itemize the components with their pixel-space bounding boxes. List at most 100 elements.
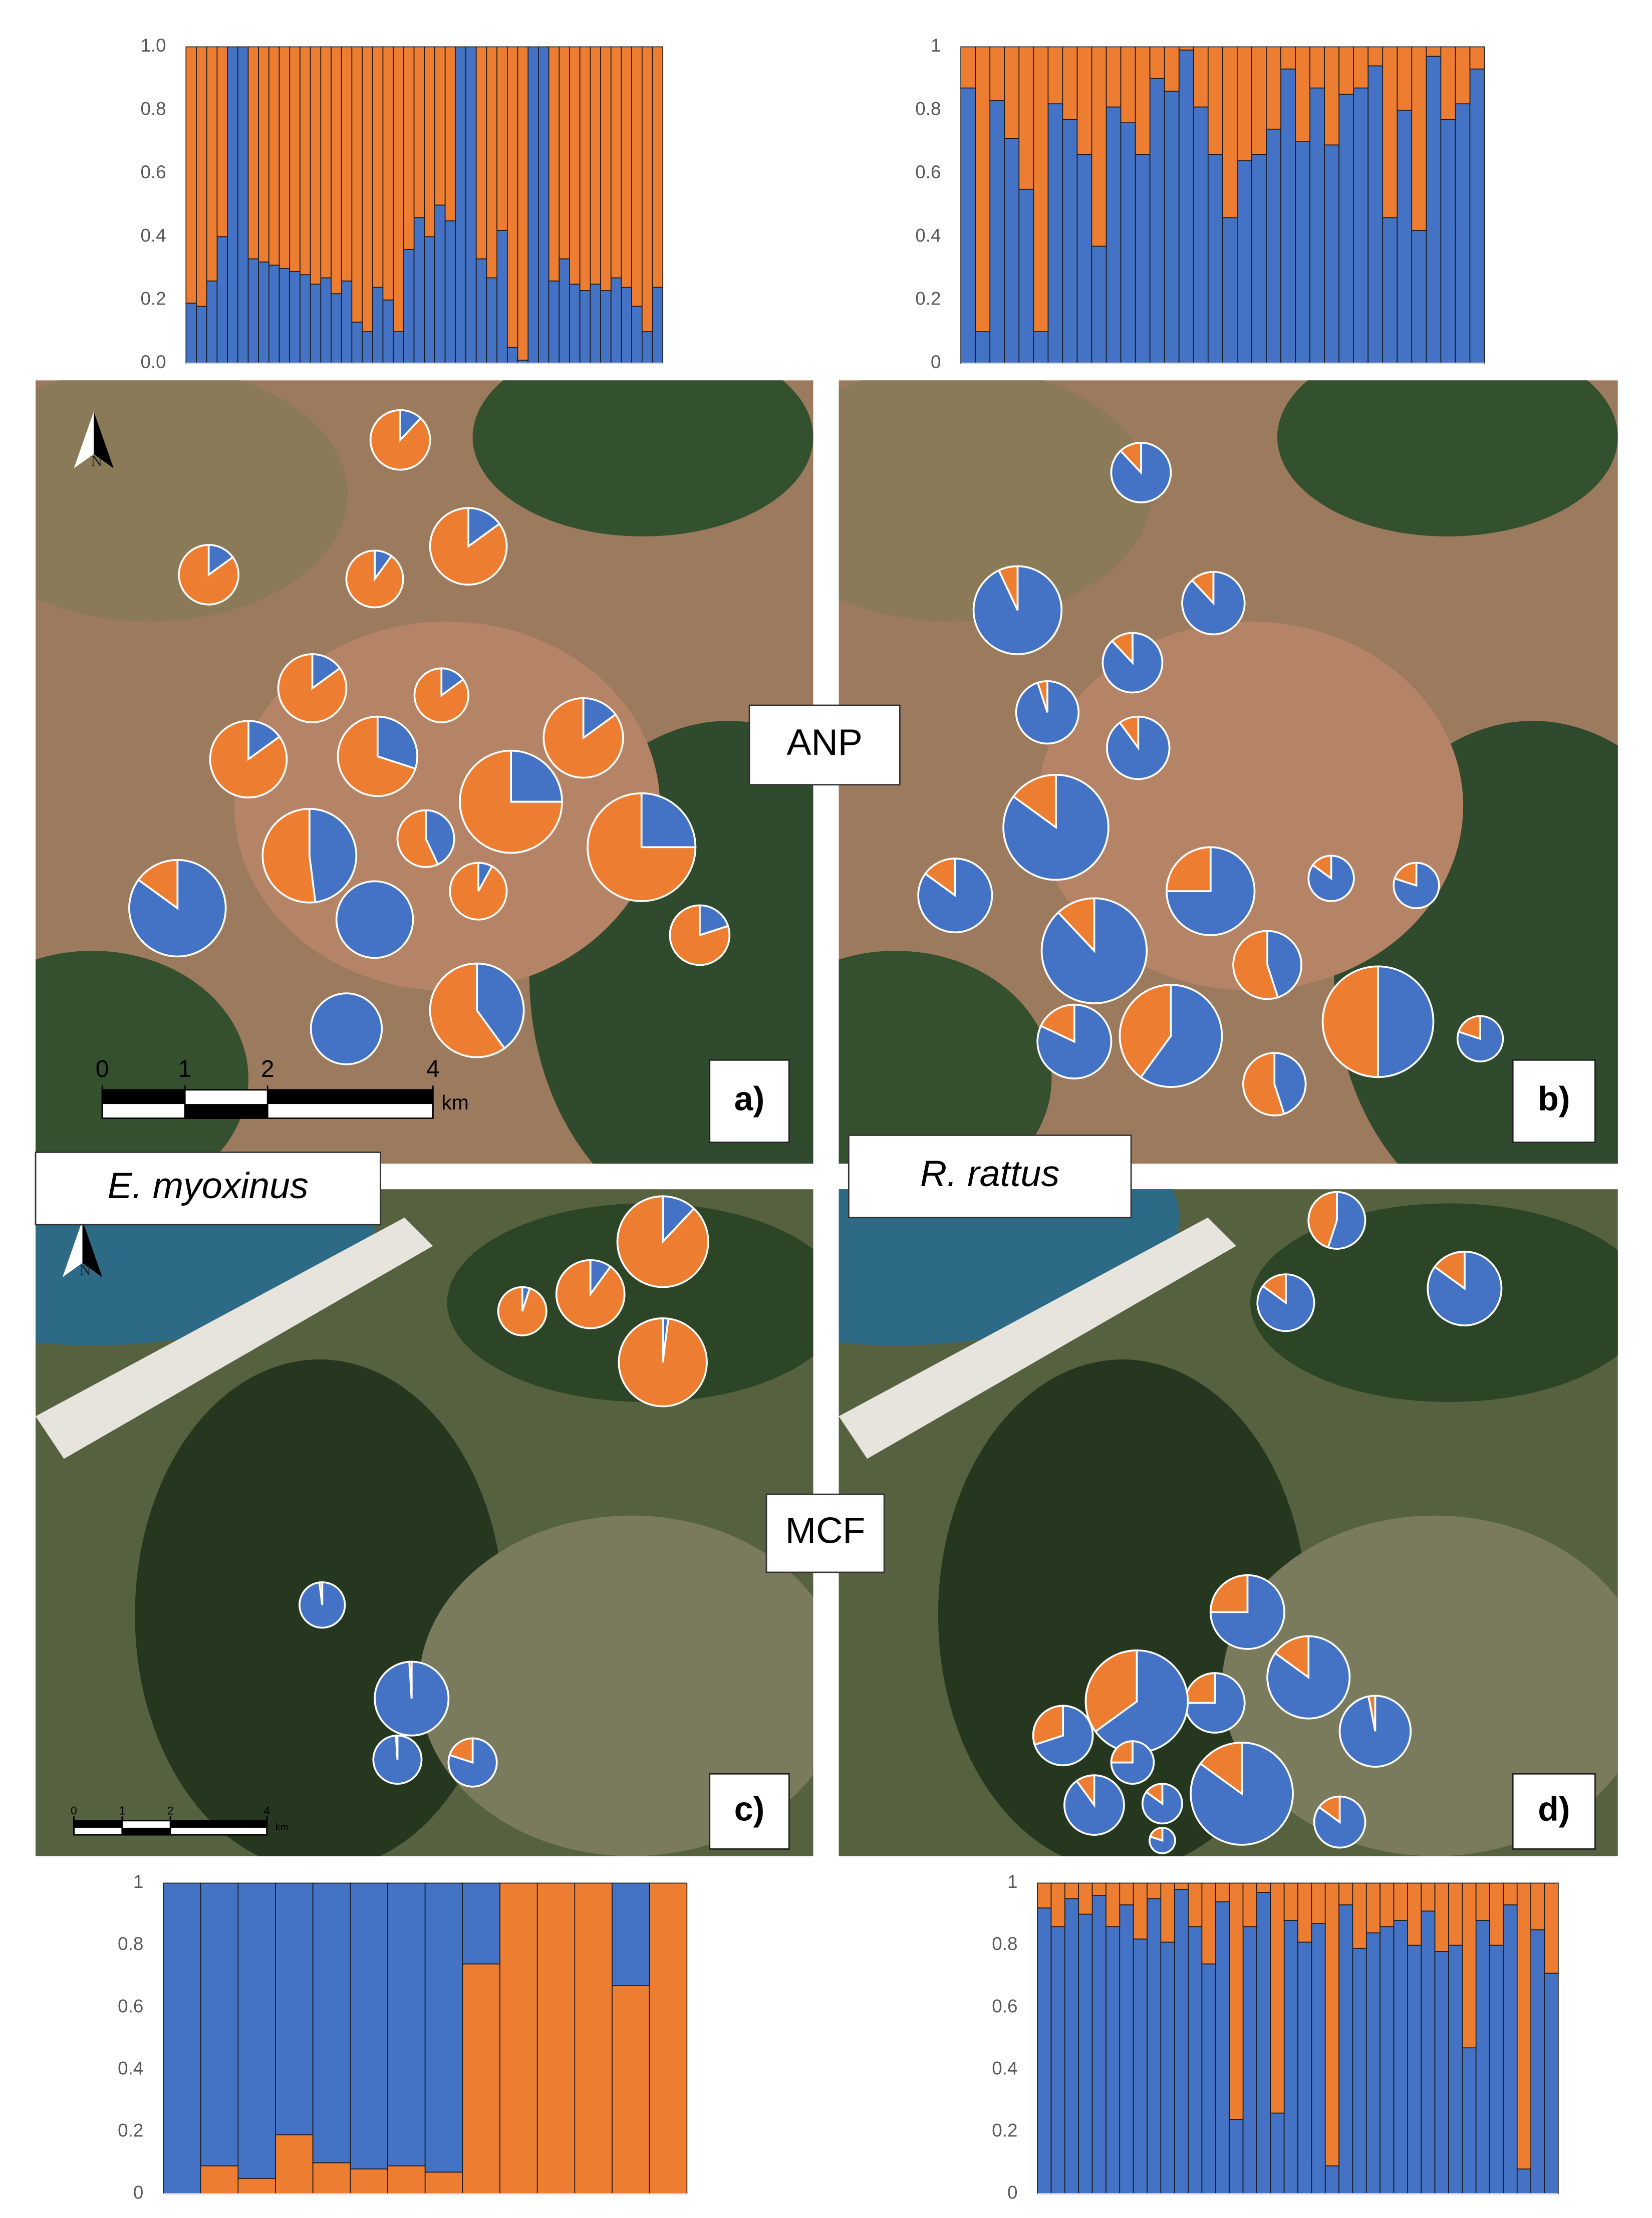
bar-segment bbox=[590, 46, 601, 285]
scale-bar-label: 2 bbox=[167, 1804, 174, 1817]
bar-segment bbox=[1380, 1926, 1395, 2194]
beach bbox=[839, 1217, 1236, 1459]
bar-segment bbox=[1516, 1882, 1531, 2170]
bar-segment bbox=[1530, 1882, 1545, 1930]
beach bbox=[36, 1217, 433, 1459]
scale-bar-segment bbox=[122, 1827, 171, 1835]
bar-segment bbox=[372, 287, 384, 364]
bar-segment bbox=[1426, 56, 1442, 364]
bar-segment bbox=[506, 46, 518, 348]
pie-slice bbox=[618, 1317, 708, 1408]
pie-slice bbox=[1110, 1740, 1155, 1785]
pie-slice bbox=[1040, 897, 1148, 1004]
bar-segment bbox=[275, 2134, 314, 2194]
bar-segment bbox=[279, 46, 291, 269]
bar-segment bbox=[424, 2171, 463, 2194]
y-tick-label: 0.6 bbox=[992, 1996, 1017, 2016]
bar-segment bbox=[517, 46, 529, 361]
bar-segment bbox=[1091, 46, 1107, 247]
panel-label-box bbox=[709, 1773, 790, 1850]
pie-slice bbox=[1232, 930, 1279, 1000]
bar-segment bbox=[372, 46, 384, 288]
map-panel bbox=[36, 380, 813, 1164]
bar-segment bbox=[559, 46, 570, 259]
pie-slice bbox=[582, 697, 617, 740]
bar-segment bbox=[350, 2168, 388, 2194]
bar-segment bbox=[610, 46, 622, 279]
pie-slice bbox=[369, 409, 431, 471]
bar-segment bbox=[351, 322, 363, 364]
pie-slice bbox=[261, 807, 317, 904]
bar-segment bbox=[1489, 1945, 1504, 2194]
y-tick-label: 0.2 bbox=[992, 2120, 1017, 2140]
bar-segment bbox=[569, 284, 581, 364]
bar-segment bbox=[1188, 1882, 1203, 1927]
pie-slice bbox=[1307, 1191, 1338, 1249]
bar-segment bbox=[1133, 1882, 1148, 1939]
bar-segment bbox=[1270, 1882, 1285, 2114]
forest bbox=[1277, 380, 1618, 536]
bar-segment bbox=[1469, 68, 1485, 364]
bar-segment bbox=[1062, 119, 1078, 364]
bar-segment bbox=[1338, 1882, 1353, 1905]
y-tick-label: 0.4 bbox=[118, 2058, 143, 2078]
pie-slice bbox=[396, 809, 439, 868]
pie-slice bbox=[997, 565, 1019, 611]
panel-label: c) bbox=[734, 1790, 764, 1828]
bar-segment bbox=[462, 1882, 500, 1965]
pie-slice bbox=[1012, 773, 1057, 829]
bar-segment bbox=[1353, 87, 1369, 364]
pie-slice bbox=[178, 544, 239, 606]
bar-segment bbox=[424, 46, 435, 237]
bar-segment bbox=[548, 46, 560, 282]
bar-segment bbox=[1297, 1882, 1312, 1943]
bar-segment bbox=[536, 1882, 576, 2194]
plain bbox=[839, 380, 1151, 622]
pie-slice bbox=[1317, 1795, 1341, 1824]
pie-slice bbox=[555, 1259, 626, 1329]
label-text: ANP bbox=[786, 721, 862, 763]
panel-label-box bbox=[1512, 1059, 1596, 1143]
bar-segment bbox=[312, 2162, 351, 2194]
pie-slice bbox=[1377, 965, 1435, 1078]
pie-slice bbox=[1057, 897, 1095, 953]
bar-segment bbox=[1530, 1929, 1545, 2194]
pie-slice bbox=[1039, 1003, 1075, 1043]
bar-segment bbox=[1037, 1882, 1052, 1908]
bar-segment bbox=[1324, 46, 1339, 146]
scale-bar-label: 4 bbox=[263, 1804, 270, 1817]
bar-segment bbox=[268, 264, 280, 364]
bar-segment bbox=[1324, 144, 1339, 364]
bar-segment bbox=[312, 1882, 351, 2163]
pie-slice bbox=[318, 1581, 324, 1605]
bar-segment bbox=[1174, 1882, 1189, 1890]
scale-bar-label: 1 bbox=[119, 1804, 126, 1817]
pie-slice bbox=[1242, 1052, 1285, 1117]
bar-segment bbox=[1164, 46, 1180, 92]
pie-slice bbox=[1119, 442, 1142, 475]
bar-segment bbox=[1440, 119, 1456, 364]
pie-slice bbox=[1273, 1052, 1307, 1116]
bar-segment bbox=[621, 287, 632, 364]
bar-segment bbox=[424, 236, 435, 364]
bar-segment bbox=[331, 46, 342, 295]
y-tick-label: 0.2 bbox=[140, 289, 166, 309]
plain bbox=[36, 380, 348, 622]
pie-slice bbox=[1063, 1774, 1125, 1836]
y-tick-label: 0.8 bbox=[140, 99, 166, 119]
bar-segment bbox=[1462, 2047, 1477, 2194]
bar-segment bbox=[206, 46, 218, 282]
bar-segment bbox=[289, 46, 301, 272]
bar-segment bbox=[1149, 46, 1165, 79]
bar-segment bbox=[403, 46, 415, 250]
bar-segment bbox=[300, 274, 311, 364]
bar-segment bbox=[185, 303, 197, 364]
bar-segment bbox=[1078, 1913, 1093, 2194]
bar-segment bbox=[475, 46, 487, 259]
pie-slice bbox=[1184, 1672, 1246, 1734]
bar-segment bbox=[1309, 46, 1325, 89]
bar-segment bbox=[382, 46, 394, 301]
pie-slice bbox=[1036, 680, 1048, 713]
